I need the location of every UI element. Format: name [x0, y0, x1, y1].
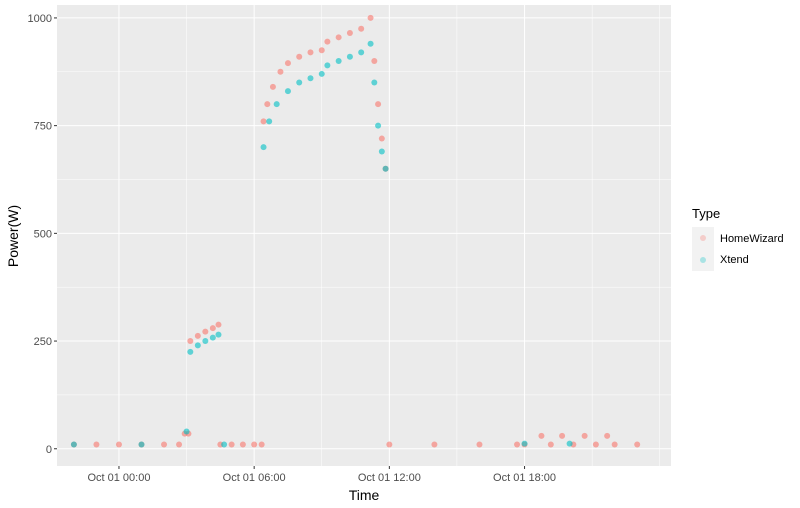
data-point	[604, 432, 611, 439]
data-point	[346, 53, 353, 60]
data-point	[566, 440, 573, 447]
data-point	[547, 441, 554, 448]
y-tick-label: 250	[34, 336, 52, 348]
data-point	[581, 432, 588, 439]
data-point	[318, 70, 325, 77]
data-point	[371, 79, 378, 86]
data-point	[382, 165, 389, 172]
data-point	[375, 122, 382, 129]
data-point	[335, 34, 342, 41]
y-tick-label: 0	[46, 444, 52, 456]
axes: Oct 01 00:00 Oct 01 06:00 Oct 01 12:00 Oct …	[28, 13, 557, 484]
x-tick-label: Oct 01 12:00	[358, 472, 421, 484]
legend-marker-homewizard	[700, 235, 706, 241]
data-point	[194, 342, 201, 349]
data-point	[251, 441, 258, 448]
data-point	[215, 321, 222, 328]
data-point	[514, 441, 521, 448]
data-point	[378, 135, 385, 142]
data-point	[266, 118, 273, 125]
grid	[57, 5, 671, 466]
data-point	[386, 441, 393, 448]
x-tick-label: Oct 01 18:00	[493, 472, 556, 484]
y-tick-label: 1000	[28, 13, 52, 25]
data-point	[176, 441, 183, 448]
legend: Type HomeWizard Xtend	[692, 206, 784, 271]
data-point	[194, 332, 201, 339]
data-point	[239, 441, 246, 448]
data-point	[367, 40, 374, 47]
data-point	[284, 60, 291, 67]
data-point	[318, 47, 325, 54]
data-point	[378, 148, 385, 155]
data-point	[324, 38, 331, 45]
legend-label-xtend: Xtend	[720, 254, 749, 266]
data-point	[375, 101, 382, 108]
data-point	[93, 441, 100, 448]
data-point	[228, 441, 235, 448]
data-point	[260, 118, 267, 125]
data-point	[264, 101, 271, 108]
data-point	[284, 88, 291, 95]
data-point	[209, 325, 216, 332]
data-point	[592, 441, 599, 448]
data-point	[611, 441, 618, 448]
panel-background	[57, 5, 671, 466]
data-point	[371, 58, 378, 65]
data-point	[476, 441, 483, 448]
y-tick-label: 500	[34, 228, 52, 240]
x-tick-label: Oct 01 00:00	[87, 472, 150, 484]
data-point	[296, 79, 303, 86]
data-point	[215, 331, 222, 338]
data-point	[269, 83, 276, 90]
data-point	[307, 49, 314, 56]
x-axis-title: Time	[349, 487, 380, 503]
data-point	[70, 441, 77, 448]
data-point	[138, 441, 145, 448]
legend-label-homewizard: HomeWizard	[720, 233, 784, 245]
data-point	[183, 428, 190, 435]
legend-marker-xtend	[700, 257, 706, 263]
data-point	[209, 334, 216, 341]
data-point	[260, 144, 267, 151]
data-point	[202, 328, 209, 335]
data-point	[634, 441, 641, 448]
data-point	[367, 14, 374, 21]
series-xtend	[70, 40, 573, 448]
data-point	[521, 440, 528, 447]
legend-key-homewizard	[692, 227, 714, 249]
data-point	[335, 58, 342, 65]
data-point	[273, 101, 280, 108]
legend-title: Type	[692, 206, 720, 221]
data-point	[258, 441, 265, 448]
y-tick-label: 750	[34, 121, 52, 133]
data-point	[538, 432, 545, 439]
series-layer	[70, 14, 641, 448]
data-point	[358, 49, 365, 56]
data-point	[559, 432, 566, 439]
data-point	[307, 75, 314, 82]
x-tick-label: Oct 01 06:00	[223, 472, 286, 484]
data-point	[431, 441, 438, 448]
y-axis-title: Power(W)	[5, 205, 21, 267]
data-point	[296, 53, 303, 60]
data-point	[187, 338, 194, 345]
data-point	[161, 441, 168, 448]
data-point	[277, 68, 284, 75]
data-point	[115, 441, 122, 448]
data-point	[346, 30, 353, 37]
legend-key-xtend	[692, 249, 714, 271]
data-point	[202, 338, 209, 345]
data-point	[358, 25, 365, 32]
data-point	[324, 62, 331, 69]
data-point	[187, 348, 194, 355]
data-point	[221, 441, 228, 448]
